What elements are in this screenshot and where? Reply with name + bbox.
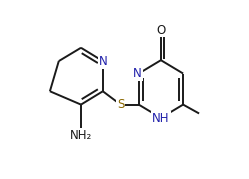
Text: N: N	[98, 55, 107, 68]
Text: NH: NH	[152, 112, 170, 125]
Text: N: N	[133, 67, 142, 80]
Text: O: O	[156, 23, 166, 37]
Text: S: S	[117, 98, 124, 111]
Text: NH₂: NH₂	[70, 129, 92, 142]
